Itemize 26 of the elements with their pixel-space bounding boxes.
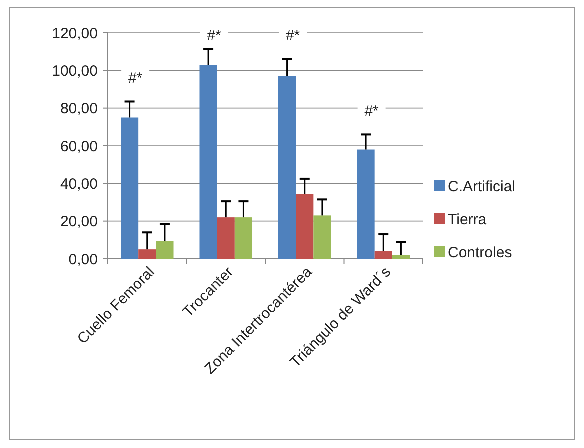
bar <box>392 255 410 259</box>
y-tick-label: 20,00 <box>60 214 98 231</box>
bar <box>314 216 332 259</box>
bar <box>200 65 218 259</box>
bar <box>296 194 314 259</box>
y-tick-label: 120,00 <box>52 25 98 42</box>
annotation: #* <box>286 28 300 45</box>
bar <box>374 251 392 259</box>
bar <box>156 241 174 259</box>
annotation: #* <box>207 27 222 44</box>
legend-label: Tierra <box>448 211 488 228</box>
bar <box>234 218 253 259</box>
bar <box>138 250 156 259</box>
y-tick-label: 40,00 <box>60 176 98 193</box>
legend-label: C.Artificial <box>448 178 516 196</box>
y-tick-label: 100,00 <box>52 62 98 80</box>
bar <box>120 118 139 259</box>
bar <box>357 150 375 259</box>
annotation: #* <box>364 102 380 120</box>
y-tick-label: 0,00 <box>68 251 98 268</box>
y-tick-label: 60,00 <box>60 138 98 156</box>
y-tick-label: 80,00 <box>60 100 98 118</box>
legend-label: Controles <box>448 244 512 262</box>
annotation: #* <box>128 70 143 87</box>
bar <box>217 218 235 259</box>
bar <box>278 76 296 259</box>
